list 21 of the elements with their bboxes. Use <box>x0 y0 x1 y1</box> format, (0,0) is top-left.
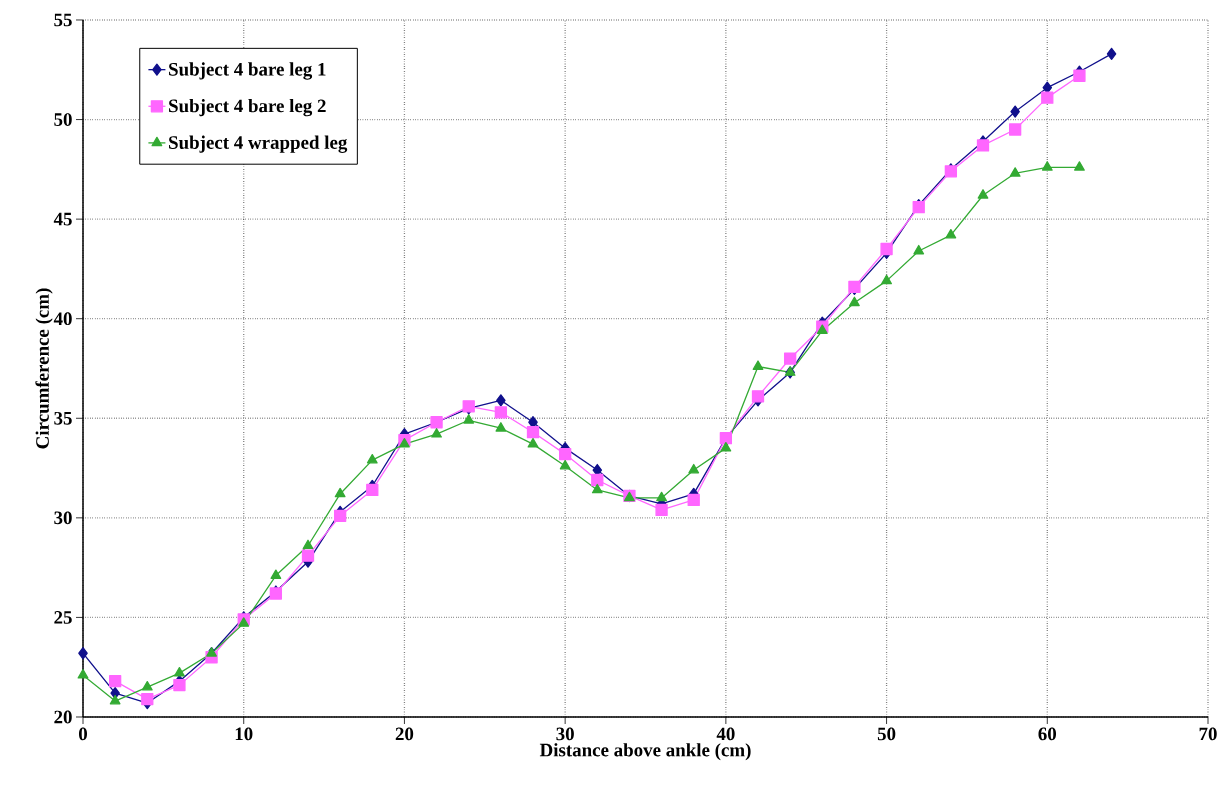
y-tick-label: 30 <box>54 511 72 525</box>
legend-label: Subject 4 bare leg 2 <box>169 98 326 117</box>
y-tick-label: 50 <box>54 113 72 126</box>
x-tick-label: 20 <box>395 727 414 741</box>
legend-label: Subject 4 wrapped leg <box>169 135 348 153</box>
x-axis-title: Distance above ankle (cm) <box>539 743 751 761</box>
y-tick-label: 25 <box>54 611 72 624</box>
y-tick-label: 20 <box>54 710 72 724</box>
x-tick-label: 0 <box>78 727 88 741</box>
y-tick-label: 55 <box>54 13 72 27</box>
x-tick-label: 10 <box>235 727 253 741</box>
y-tick-label: 45 <box>53 212 72 226</box>
y-tick-label: 35 <box>54 411 72 425</box>
legend-label: Subject 4 bare leg 1 <box>169 62 326 80</box>
x-tick-label: 40 <box>716 727 735 741</box>
y-tick-label: 40 <box>53 312 72 326</box>
x-tick-label: 30 <box>556 727 574 741</box>
x-tick-label: 70 <box>1199 727 1217 741</box>
x-tick-label: 50 <box>877 727 896 741</box>
y-axis-title: Circumference (cm) <box>35 288 53 449</box>
x-tick-label: 60 <box>1038 727 1057 741</box>
